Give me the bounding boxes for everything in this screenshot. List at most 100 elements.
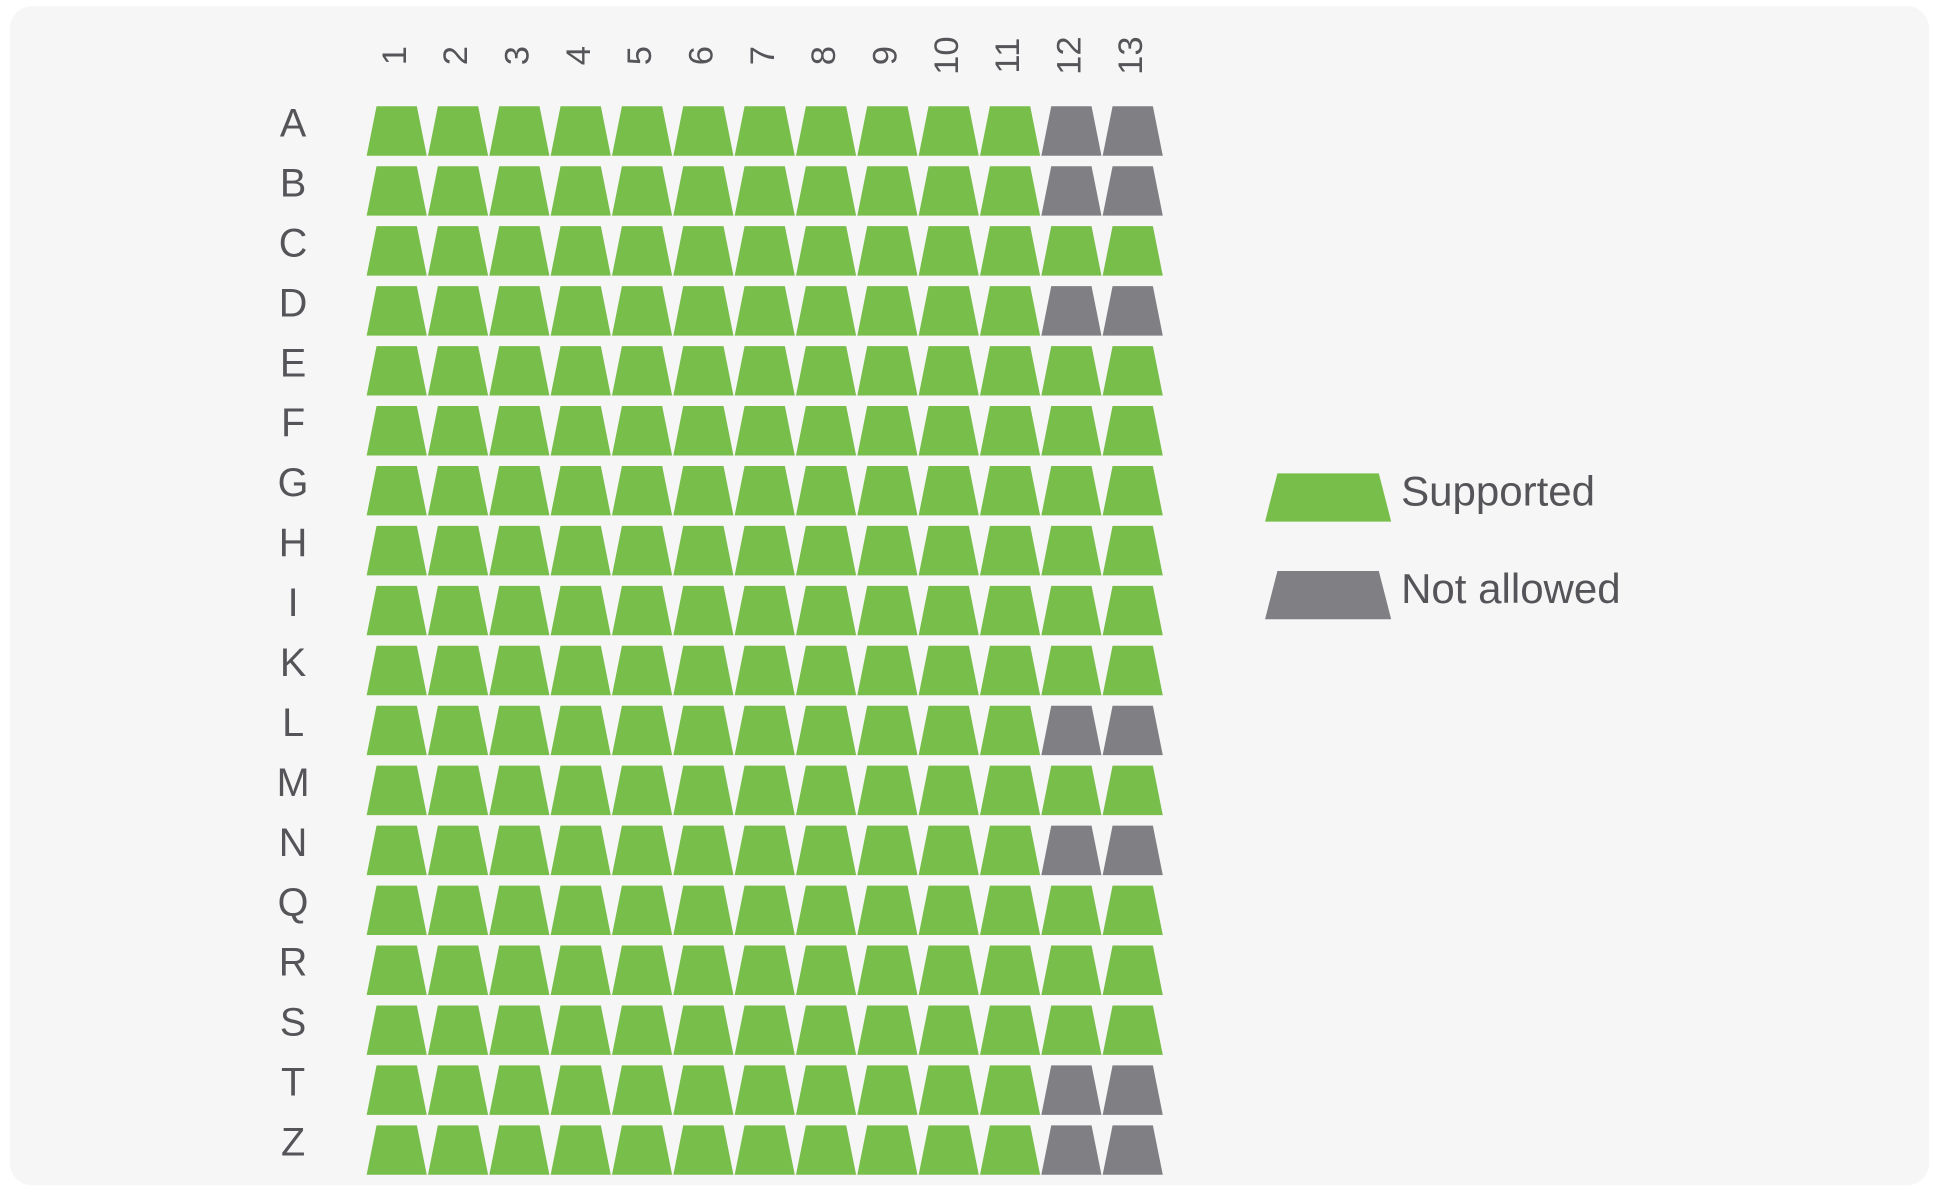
row-label: M — [277, 761, 310, 805]
channel-cell — [980, 226, 1041, 276]
column-label: 8 — [805, 46, 843, 65]
channel-cell — [427, 1065, 489, 1115]
channel-cell — [366, 945, 427, 995]
channel-cell — [427, 645, 489, 696]
channel-cell — [1041, 346, 1102, 396]
channel-cell — [427, 885, 489, 936]
channel-cell — [550, 166, 611, 216]
channel-cell — [611, 1005, 673, 1055]
channel-cell — [980, 945, 1041, 995]
channel-cell — [550, 465, 611, 516]
channel-cell — [918, 885, 979, 936]
channel-cell — [366, 106, 427, 156]
channel-cell — [427, 525, 489, 576]
channel-cell — [857, 825, 918, 876]
channel-cell — [673, 465, 734, 516]
column-label: 4 — [560, 46, 598, 65]
channel-cell — [857, 106, 918, 156]
channel-cell — [734, 166, 795, 216]
channel-cell — [1041, 1125, 1102, 1175]
row-label: K — [280, 641, 306, 685]
channel-cell — [611, 1125, 673, 1175]
channel-cell — [611, 286, 673, 336]
channel-cell — [980, 825, 1041, 876]
row-label: N — [279, 821, 308, 865]
channel-cell — [918, 945, 979, 995]
channel-cell — [366, 525, 427, 576]
channel-cell — [918, 1005, 979, 1055]
channel-cell — [366, 465, 427, 516]
channel-cell — [673, 1125, 734, 1175]
row-label: D — [279, 281, 308, 325]
channel-cell — [673, 346, 734, 396]
channel-cell — [550, 825, 611, 876]
channel-cell — [796, 525, 857, 576]
channel-cell — [366, 226, 427, 276]
channel-cell — [1102, 1005, 1163, 1055]
channel-cell — [857, 346, 918, 396]
channel-cell — [857, 765, 918, 816]
channel-cell — [1102, 645, 1163, 696]
channel-cell — [857, 166, 918, 216]
channel-cell — [427, 346, 489, 396]
channel-cell — [611, 226, 673, 276]
channel-cell — [1102, 1125, 1163, 1175]
channel-cell — [550, 1005, 611, 1055]
row-label: L — [282, 701, 304, 745]
column-label: 7 — [744, 46, 782, 65]
channel-cell — [550, 1065, 611, 1115]
channel-cell — [550, 765, 611, 816]
channel-cell — [366, 1125, 427, 1175]
channel-cell — [673, 765, 734, 816]
column-label: 13 — [1112, 36, 1150, 74]
channel-cell — [734, 765, 795, 816]
channel-cell — [796, 166, 857, 216]
channel-cell — [918, 765, 979, 816]
channel-cell — [366, 705, 427, 756]
channel-cell — [796, 1065, 857, 1115]
channel-cell — [673, 226, 734, 276]
row-label: B — [280, 161, 306, 205]
legend-label: Not allowed — [1401, 565, 1621, 612]
row-label: F — [281, 401, 305, 445]
channel-cell — [489, 645, 550, 696]
channel-cell — [550, 346, 611, 396]
legend-label: Supported — [1401, 468, 1595, 515]
channel-cell — [796, 106, 857, 156]
row-label: A — [280, 102, 307, 146]
channel-cell — [857, 525, 918, 576]
channel-cell — [796, 765, 857, 816]
channel-cell — [980, 1125, 1041, 1175]
legend-swatch — [1265, 473, 1392, 522]
channel-cell — [918, 106, 979, 156]
channel-cell — [796, 705, 857, 756]
channel-cell — [857, 1065, 918, 1115]
channel-cell — [1102, 765, 1163, 816]
channel-cell — [427, 406, 489, 456]
row-label: S — [280, 1001, 306, 1045]
channel-cell — [1041, 406, 1102, 456]
channel-cell — [611, 525, 673, 576]
channel-cell — [427, 945, 489, 995]
row-label: Z — [281, 1121, 305, 1165]
channel-cell — [550, 945, 611, 995]
channel-cell — [1041, 645, 1102, 696]
channel-cell — [734, 705, 795, 756]
channel-cell — [857, 885, 918, 936]
channel-cell — [980, 1005, 1041, 1055]
channel-cell — [673, 705, 734, 756]
channel-cell — [611, 1065, 673, 1115]
channel-cell — [550, 645, 611, 696]
channel-cell — [734, 346, 795, 396]
channel-cell — [1041, 705, 1102, 756]
channel-cell — [980, 286, 1041, 336]
column-label: 5 — [621, 46, 659, 65]
channel-cell — [366, 825, 427, 876]
channel-cell — [980, 525, 1041, 576]
channel-cell — [489, 705, 550, 756]
row-label: R — [279, 941, 308, 985]
channel-cell — [1041, 885, 1102, 936]
channel-cell — [796, 465, 857, 516]
channel-cell — [366, 346, 427, 396]
